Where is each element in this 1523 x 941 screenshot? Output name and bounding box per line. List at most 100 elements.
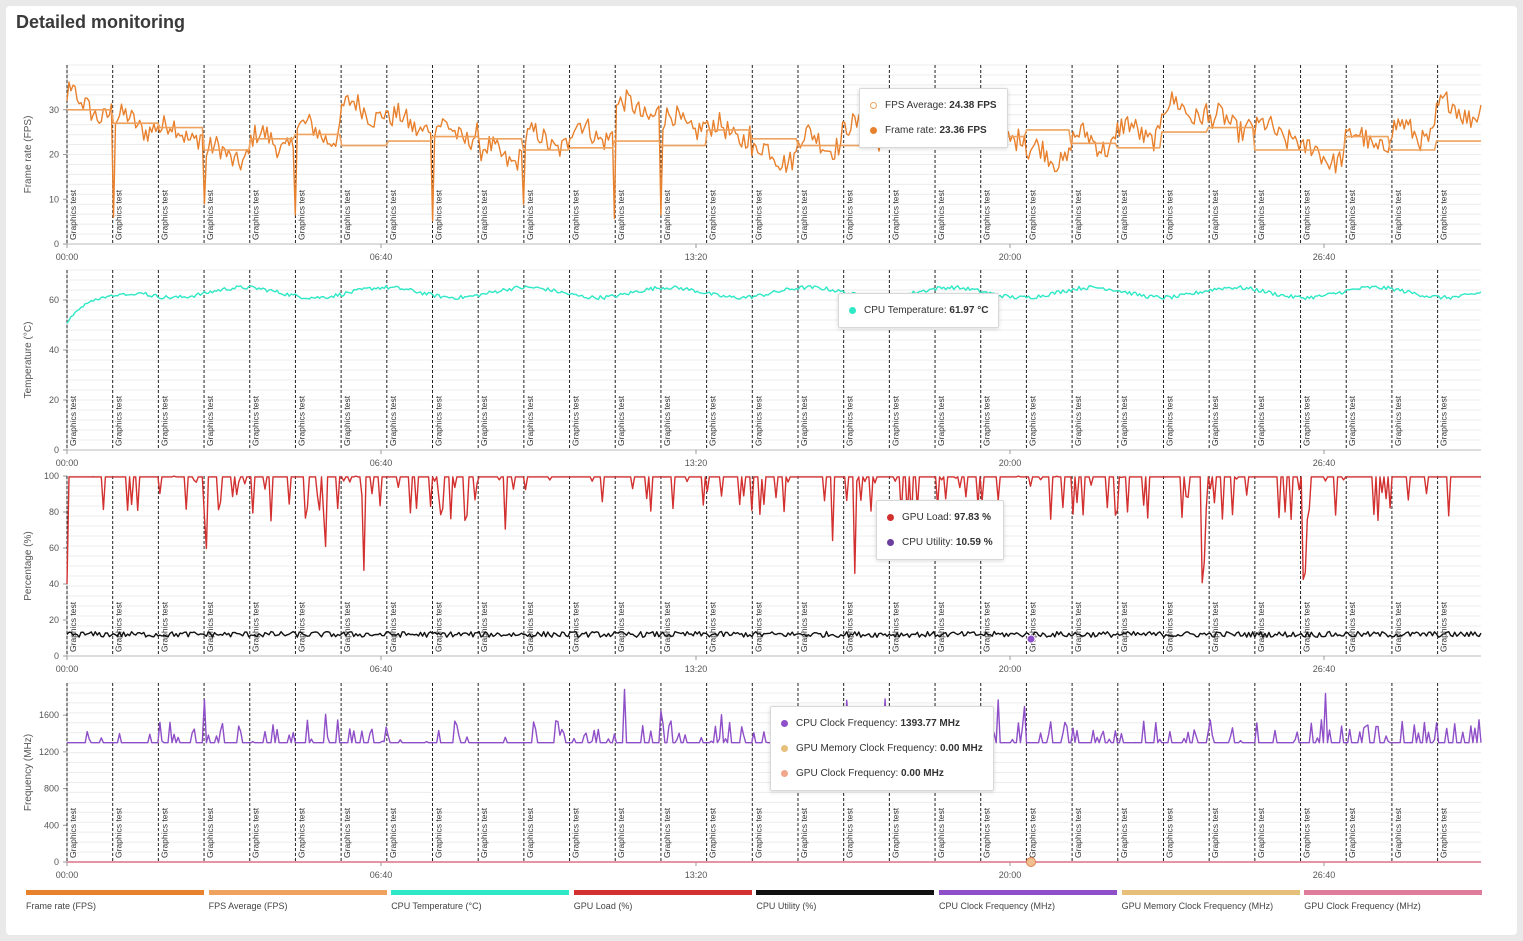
tooltip-row: GPU Memory Clock Frequency: 0.00 MHz	[781, 736, 983, 761]
tooltip-row: Frame rate: 23.36 FPS	[870, 118, 997, 143]
test-marker-label: Graphics test	[114, 601, 124, 652]
test-marker-label: Graphics test	[205, 395, 215, 446]
tooltip-value: 23.36 FPS	[939, 125, 987, 136]
y-axis-label: Temperature (°C)	[23, 322, 34, 399]
test-marker-label: Graphics test	[433, 601, 443, 652]
series-dot-icon	[849, 306, 856, 314]
tooltip-value: 61.97 °C	[949, 305, 989, 316]
test-marker-label: Graphics test	[296, 807, 306, 858]
test-marker-label: Graphics test	[708, 601, 718, 652]
test-marker-label: Graphics test	[571, 601, 581, 652]
test-marker-label: Graphics test	[1302, 189, 1312, 240]
tooltip-value: 97.83 %	[954, 512, 991, 523]
legend-swatch	[391, 890, 570, 895]
tooltip-fps: FPS Average: 24.38 FPS Frame rate: 23.36 …	[859, 88, 1008, 148]
legend-swatch	[208, 890, 387, 895]
y-tick-label: 60	[49, 543, 59, 553]
test-marker-label: Graphics test	[342, 395, 352, 446]
y-tick-label: 20	[49, 150, 59, 160]
series-line-frame-rate	[66, 81, 1482, 222]
y-tick-label: 60	[49, 295, 59, 305]
x-tick-label: 20:00	[999, 458, 1022, 468]
test-marker-label: Graphics test	[662, 189, 672, 240]
x-tick-label: 26:40	[1313, 664, 1336, 674]
series-dot-icon	[781, 744, 788, 752]
legend-swatch	[756, 890, 935, 895]
series-dot-icon	[887, 513, 894, 521]
x-tick-label: 06:40	[370, 664, 393, 674]
x-tick-label: 06:40	[370, 252, 393, 262]
legend-label: FPS Average (FPS)	[208, 901, 288, 911]
y-tick-label: 800	[44, 784, 59, 794]
test-marker-label: Graphics test	[890, 189, 900, 240]
legend-item[interactable]: CPU Temperature (°C)	[391, 890, 570, 911]
legend-item[interactable]: CPU Clock Frequency (MHz)	[939, 890, 1117, 911]
series-dot-icon	[870, 101, 877, 109]
test-marker-label: Graphics test	[982, 395, 992, 446]
test-marker-label: Graphics test	[890, 601, 900, 652]
y-tick-label: 1200	[39, 747, 59, 757]
test-marker-label: Graphics test	[68, 189, 78, 240]
tooltip-label: FPS Average:	[885, 100, 950, 111]
test-marker-label: Graphics test	[571, 395, 581, 446]
x-tick-label: 00:00	[56, 870, 79, 880]
y-tick-label: 30	[49, 105, 59, 115]
test-marker-label: Graphics test	[1256, 189, 1266, 240]
legend-item[interactable]: GPU Memory Clock Frequency (MHz)	[1121, 890, 1300, 911]
test-marker-label: Graphics test	[1302, 395, 1312, 446]
test-marker-label: Graphics test	[1073, 189, 1083, 240]
test-marker-label: Graphics test	[1119, 395, 1129, 446]
test-marker-label: Graphics test	[479, 395, 489, 446]
tooltip-temperature: CPU Temperature: 61.97 °C	[838, 293, 1000, 328]
test-marker-label: Graphics test	[1073, 395, 1083, 446]
tooltip-value: 1393.77 MHz	[900, 718, 960, 729]
test-marker-label: Graphics test	[1347, 601, 1357, 652]
test-marker-label: Graphics test	[114, 395, 124, 446]
y-tick-label: 0	[54, 445, 59, 455]
test-marker-label: Graphics test	[1210, 601, 1220, 652]
legend-swatch	[573, 890, 752, 895]
x-tick-label: 20:00	[999, 870, 1022, 880]
y-axis-label: Percentage (%)	[23, 531, 34, 600]
test-marker-label: Graphics test	[479, 807, 489, 858]
test-marker-label: Graphics test	[1347, 807, 1357, 858]
test-marker-label: Graphics test	[1439, 395, 1449, 446]
test-marker-label: Graphics test	[890, 807, 900, 858]
legend-label: CPU Clock Frequency (MHz)	[939, 901, 1056, 911]
test-marker-label: Graphics test	[936, 601, 946, 652]
test-marker-label: Graphics test	[205, 601, 215, 652]
test-marker-label: Graphics test	[708, 807, 718, 858]
test-marker-label: Graphics test	[1119, 807, 1129, 858]
test-marker-label: Graphics test	[251, 601, 261, 652]
test-marker-label: Graphics test	[433, 189, 443, 240]
y-tick-label: 20	[49, 395, 59, 405]
test-marker-label: Graphics test	[753, 189, 763, 240]
legend-item[interactable]: FPS Average (FPS)	[208, 890, 387, 911]
legend-item[interactable]: GPU Load (%)	[573, 890, 752, 911]
tooltip-label: GPU Memory Clock Frequency:	[796, 743, 940, 754]
test-marker-label: Graphics test	[845, 189, 855, 240]
test-marker-label: Graphics test	[616, 601, 626, 652]
test-marker-label: Graphics test	[571, 189, 581, 240]
test-marker-label: Graphics test	[68, 395, 78, 446]
legend-item[interactable]: Frame rate (FPS)	[26, 890, 204, 911]
test-marker-label: Graphics test	[1210, 395, 1220, 446]
tooltip-label: Frame rate:	[885, 125, 940, 136]
test-marker-label: Graphics test	[1164, 395, 1174, 446]
series-line-gpu-load	[66, 475, 1481, 585]
y-tick-label: 20	[49, 615, 59, 625]
test-marker-label: Graphics test	[388, 189, 398, 240]
hover-point	[1026, 857, 1036, 867]
test-marker-label: Graphics test	[68, 807, 78, 858]
tooltip-row: GPU Clock Frequency: 0.00 MHz	[781, 761, 983, 786]
test-marker-label: Graphics test	[68, 601, 78, 652]
test-marker-label: Graphics test	[799, 807, 809, 858]
x-tick-label: 13:20	[685, 664, 708, 674]
tooltip-label: CPU Temperature:	[864, 305, 950, 316]
legend-item[interactable]: CPU Utility (%)	[756, 890, 935, 911]
legend-item[interactable]: GPU Clock Frequency (MHz)	[1304, 890, 1483, 911]
test-marker-label: Graphics test	[205, 189, 215, 240]
test-marker-label: Graphics test	[845, 807, 855, 858]
tooltip-row: GPU Load: 97.83 %	[887, 505, 993, 530]
x-tick-label: 26:40	[1313, 870, 1336, 880]
